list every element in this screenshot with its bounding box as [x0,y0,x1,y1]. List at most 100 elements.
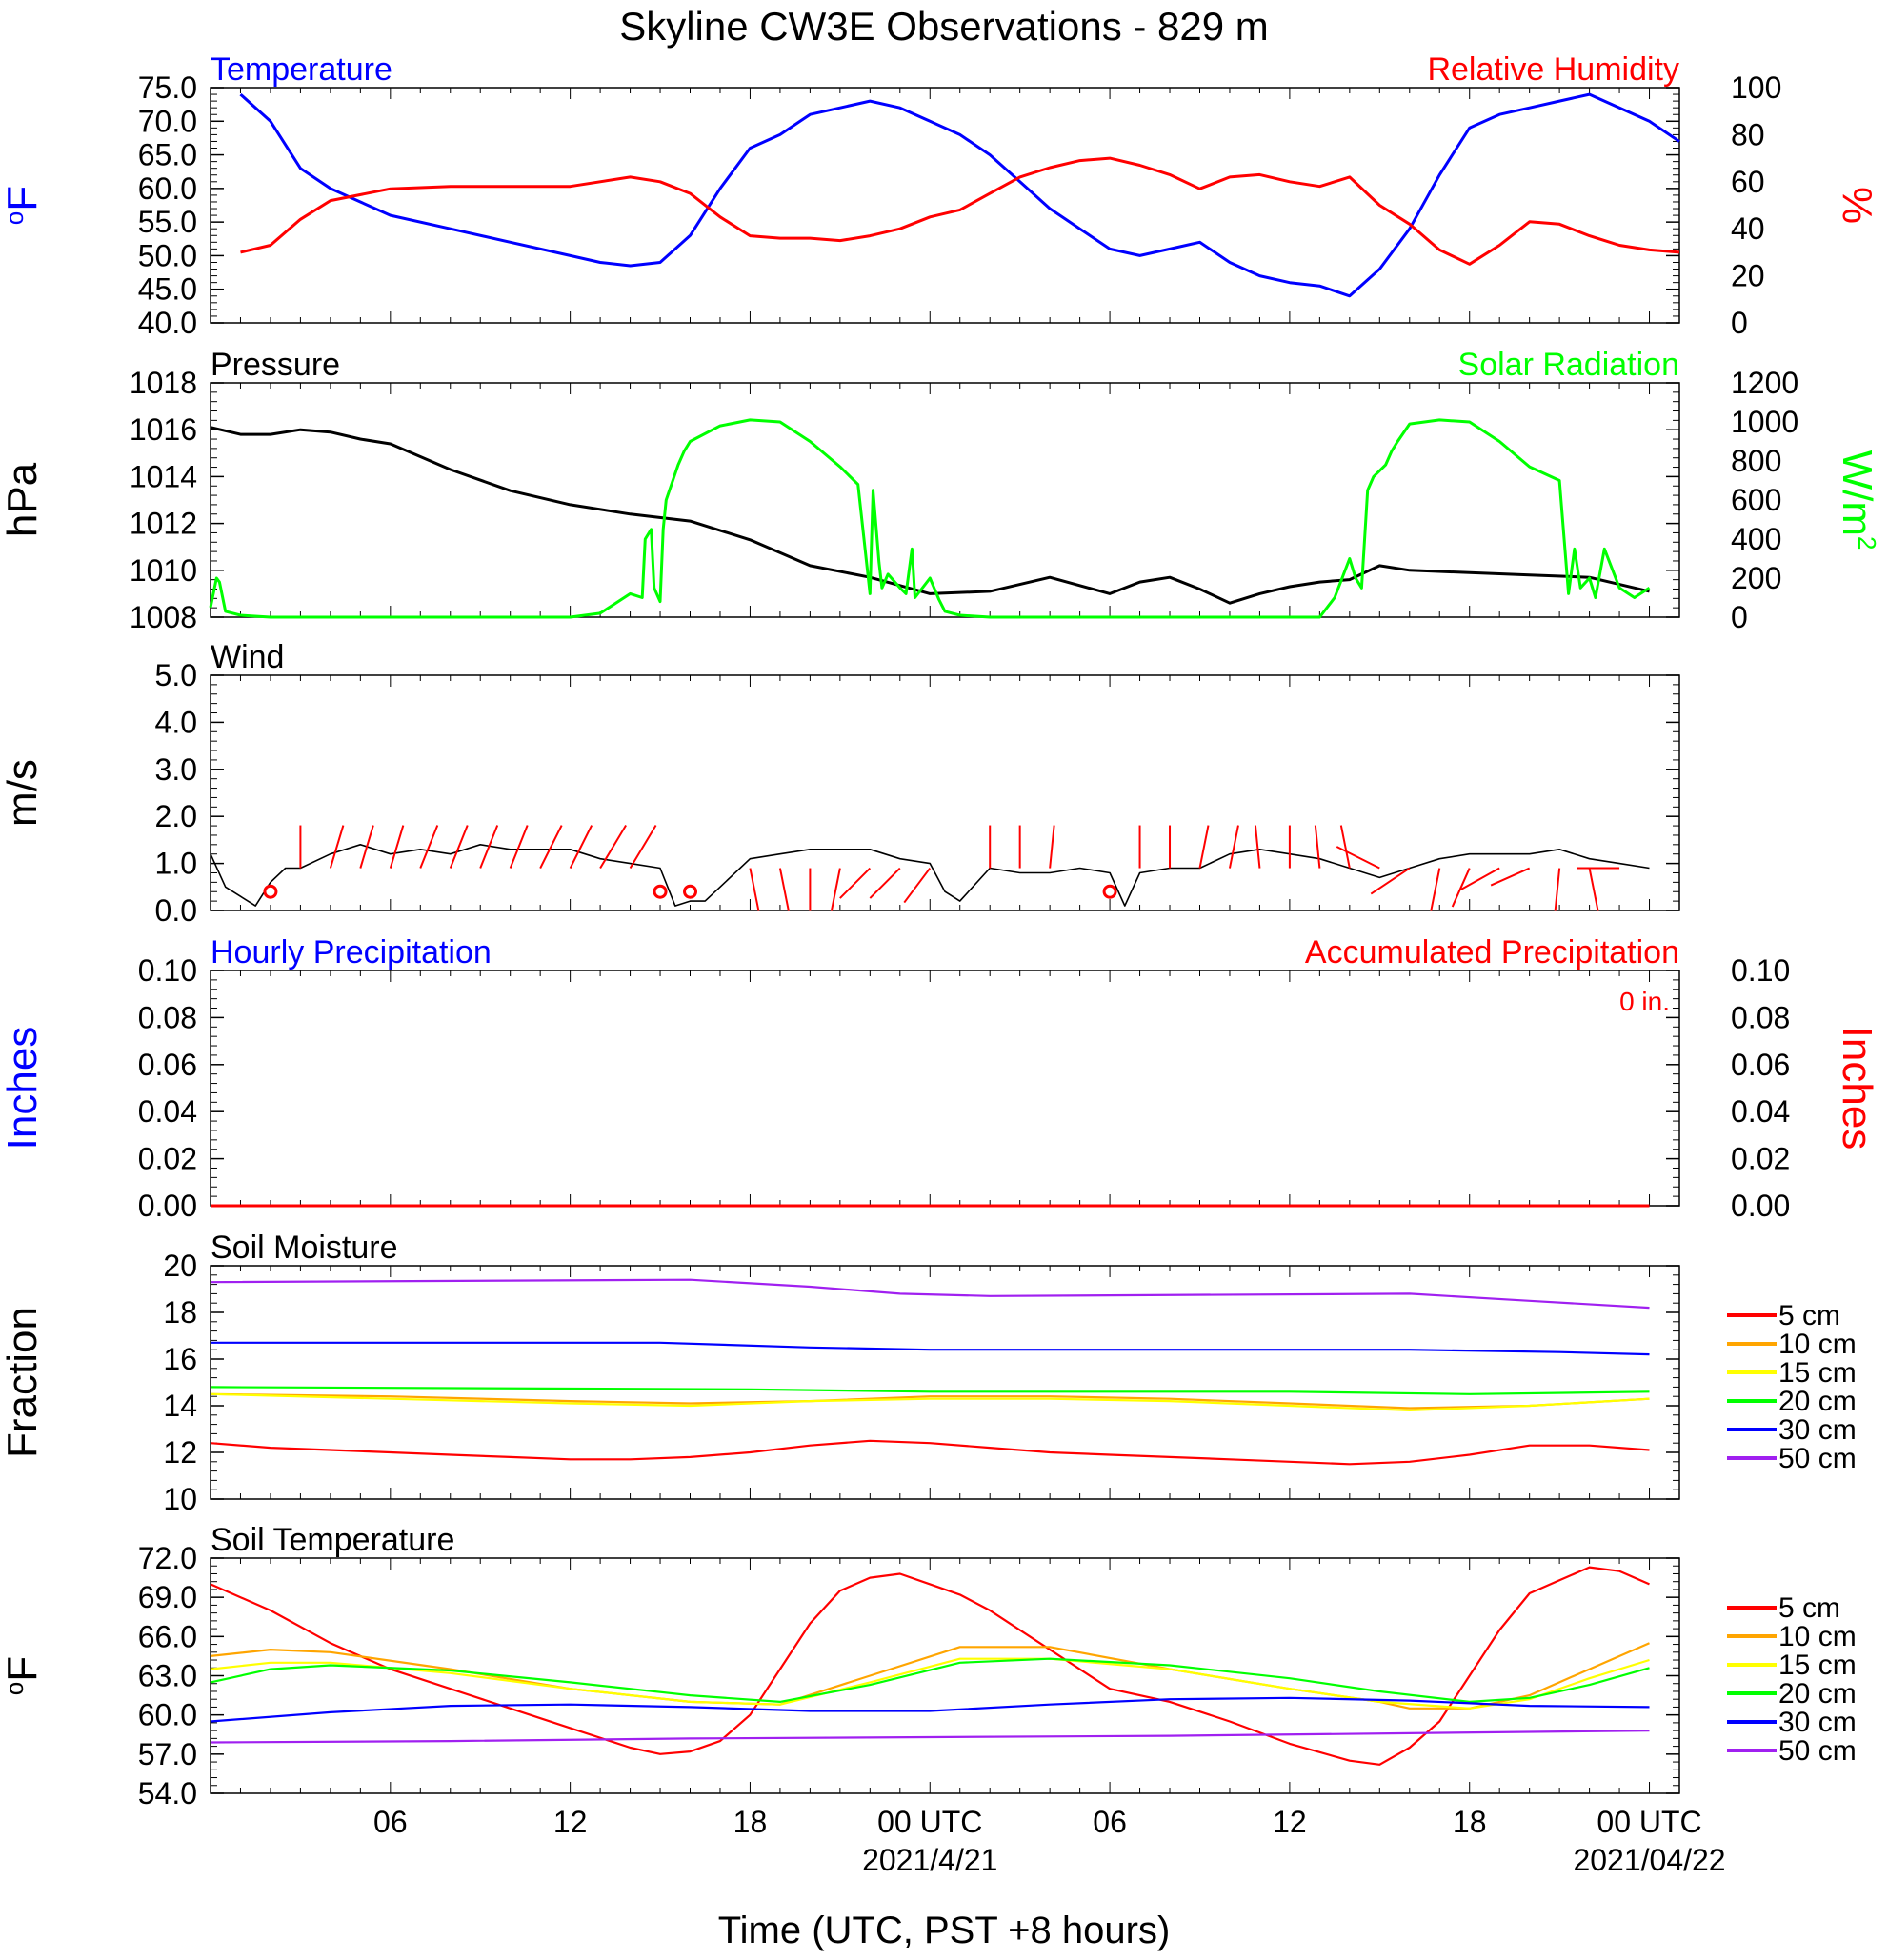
panel-wind: 5.0 4.0 3.0 2.0 1.0 0.0 Wind m/s [0,639,1680,928]
legend-label: 30 cm [1778,1414,1857,1446]
y-tick-label: 1008 [130,600,197,634]
wind-barb [749,868,760,911]
wind-barb [1228,825,1239,869]
y-tick-label: 60.0 [138,171,197,206]
y-tick-label: 66.0 [138,1619,197,1653]
panel-title-left: Wind [211,639,284,675]
y-tick-label: 2.0 [155,799,197,833]
panel-title-left: Soil Moisture [211,1230,398,1266]
y-right-tick-label: 0.10 [1731,953,1790,988]
wind-barb [1490,867,1531,887]
y-right-tick-label: 0 [1731,600,1748,634]
y-tick-label: 10 [163,1482,197,1516]
panel-frame [210,87,1680,324]
y-right-tick-label: 400 [1731,522,1781,556]
y-right-tick-label: 0.00 [1731,1189,1790,1223]
y-tick-label: 0.00 [138,1189,197,1223]
series-line-solar-radiation [209,418,1651,619]
legend-label: 20 cm [1778,1386,1857,1417]
y-tick-label: 72.0 [138,1541,197,1575]
x-tick-label: 06 [373,1805,408,1839]
y-tick-label: 1012 [130,507,197,541]
y-right-tick-label: 0.06 [1731,1048,1790,1082]
wind-barb [869,867,901,899]
legend-label: 15 cm [1778,1357,1857,1389]
panel-title-right: Relative Humidity [1427,51,1679,88]
series-line-10-cm [210,1392,1650,1410]
y-tick-label: 1018 [130,366,197,400]
y-tick-label: 20 [163,1249,197,1283]
wind-barb [479,825,499,869]
wind-barb [1430,868,1441,911]
calm-wind-marker [653,884,668,899]
panel-soil-moisture: 20 18 16 14 12 10 Soil Moisture Fraction 5 cm10 … [0,1230,1857,1516]
calm-wind-marker [683,884,698,899]
legend-label: 10 cm [1778,1329,1857,1360]
series-line-5-cm [210,1566,1650,1766]
time-axis: 06 12 18 00 UTC 06 12 18 00 UTC 2021/4/21 2021/04… [373,1805,1726,1877]
legend-label: 5 cm [1778,1592,1840,1624]
panel-title-left: Pressure [211,347,340,383]
y-axis-right-label: % [1834,187,1880,224]
y-tick-label: 0.04 [138,1094,197,1129]
y-tick-label: 0.10 [138,953,197,988]
y-right-tick-label: 40 [1731,211,1765,246]
panel-frame [210,970,1680,1207]
chart-title: Skyline CW3E Observations - 829 m [619,4,1269,49]
x-date-label: 2021/4/21 [862,1843,997,1877]
y-tick-label: 55.0 [138,205,197,239]
wind-barb [629,825,657,870]
y-tick-label: 5.0 [155,658,197,692]
y-right-tick-label: 800 [1731,444,1781,478]
wind-barb [539,825,563,869]
panel-frame [210,1557,1680,1794]
wind-barb [1336,846,1380,870]
y-axis-label: Inches [0,1027,46,1150]
panel-frame [210,674,1680,911]
legend-label: 20 cm [1778,1678,1857,1710]
series-line-relative-humidity [240,156,1680,266]
series-line-50-cm [210,1278,1650,1310]
x-date-label: 2021/04/22 [1573,1843,1725,1877]
y-right-tick-label: 0.02 [1731,1142,1790,1176]
chart-panels: 75.070.065.060.055.050.045.040.010080604… [0,51,1881,1810]
y-tick-label: 1014 [130,459,197,493]
panel-soil-temperature: 72.0 69.0 66.0 63.0 60.0 57.0 54.0 Soil Tempera… [0,1522,1857,1810]
y-tick-label: 4.0 [155,705,197,739]
y-tick-label: 54.0 [138,1776,197,1810]
wind-barb [389,825,405,869]
wind-barb [509,825,529,869]
panel-title-right: Accumulated Precipitation [1305,934,1679,970]
wind-barb [1588,868,1599,911]
y-tick-label: 70.0 [138,104,197,138]
y-right-tick-label: 0 [1731,306,1748,340]
wind-barb [903,867,932,904]
panel-title-right: Solar Radiation [1458,347,1679,383]
x-tick-label: 12 [553,1805,588,1839]
y-tick-label: 63.0 [138,1659,197,1693]
wind-barb [1314,825,1321,869]
y-axis-right-label: Inches [1834,1027,1880,1150]
calm-wind-marker [263,884,278,899]
y-tick-label: 0.06 [138,1048,197,1082]
y-tick-label: 50.0 [138,238,197,272]
y-tick-label: 75.0 [138,70,197,105]
y-right-tick-label: 600 [1731,483,1781,517]
y-tick-label: 0.02 [138,1142,197,1176]
y-tick-label: 65.0 [138,138,197,172]
y-right-tick-label: 1200 [1731,366,1798,400]
panel-pressure-solar: 1018 1016 1014 1012 1010 1008 1200 1000 800 600 40… [0,347,1881,634]
wind-barb [1254,825,1261,869]
y-tick-label: 3.0 [155,752,197,787]
x-axis-label: Time (UTC, PST +8 hours) [718,1910,1171,1951]
y-tick-label: 60.0 [138,1698,197,1732]
y-right-tick-label: 0.04 [1731,1094,1790,1129]
series-line-50-cm [210,1730,1650,1744]
y-tick-label: 0.08 [138,1000,197,1034]
panel-title-left: Hourly Precipitation [211,934,492,970]
wind-barb [830,868,841,911]
panel-precipitation: 0.10 0.08 0.06 0.04 0.02 0.00 0.10 0.08 0.06 0.04… [0,934,1880,1223]
wind-barb [419,825,439,869]
y-tick-label: 69.0 [138,1580,197,1614]
